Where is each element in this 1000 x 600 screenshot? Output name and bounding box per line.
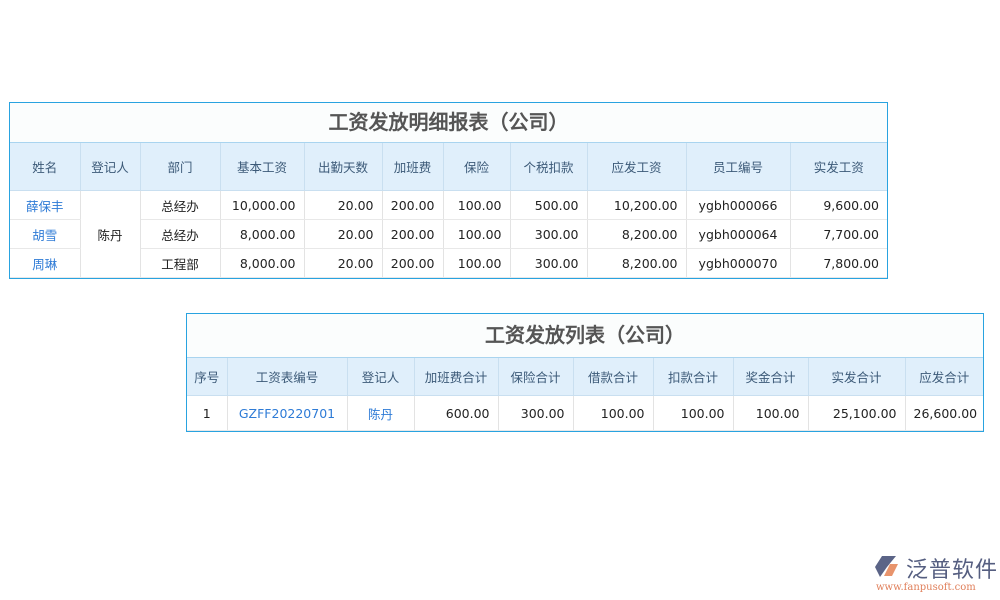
- column-header[interactable]: 个税扣款: [510, 143, 588, 191]
- column-header[interactable]: 登记人: [80, 143, 141, 191]
- cell: 200.00: [382, 190, 444, 220]
- cell: 100.00: [733, 395, 809, 431]
- salary-sheet-link[interactable]: GZFF20220701: [227, 395, 348, 431]
- salary-detail-table: 工资发放明细报表（公司） 姓名 登记人 部门 基本工资 出勤天数 加班费 保险 个税扣款 应发工…: [9, 102, 888, 279]
- cell: 8,000.00: [220, 248, 305, 278]
- cell: 总经办: [140, 190, 221, 220]
- cell: 500.00: [510, 190, 588, 220]
- cell: 10,000.00: [220, 190, 305, 220]
- cell: ygbh000070: [686, 248, 791, 278]
- cell: 7,800.00: [790, 248, 887, 278]
- cell: 200.00: [382, 219, 444, 249]
- cell: 工程部: [140, 248, 221, 278]
- column-header[interactable]: 序号: [187, 358, 228, 396]
- cell: ygbh000064: [686, 219, 791, 249]
- cell: 8,200.00: [587, 248, 687, 278]
- cell: 26,600.00: [905, 395, 983, 431]
- table-row: 周琳 工程部 8,000.00 20.00 200.00 100.00 300.00 8,20…: [10, 248, 887, 278]
- column-header[interactable]: 部门: [140, 143, 221, 191]
- cell: 300.00: [510, 248, 588, 278]
- column-header[interactable]: 员工编号: [686, 143, 791, 191]
- cell: 9,600.00: [790, 190, 887, 220]
- cell: 100.00: [443, 190, 511, 220]
- cell: 200.00: [382, 248, 444, 278]
- column-header[interactable]: 保险: [443, 143, 511, 191]
- cell: 10,200.00: [587, 190, 687, 220]
- column-header[interactable]: 姓名: [10, 143, 81, 191]
- cell: 100.00: [573, 395, 654, 431]
- cell: 100.00: [443, 219, 511, 249]
- employee-name-link[interactable]: 周琳: [10, 248, 81, 278]
- column-header[interactable]: 登记人: [347, 358, 415, 396]
- column-header[interactable]: 基本工资: [220, 143, 305, 191]
- cell: 20.00: [304, 219, 383, 249]
- cell: 7,700.00: [790, 219, 887, 249]
- column-header[interactable]: 扣款合计: [653, 358, 734, 396]
- table-row: 胡雪 总经办 8,000.00 20.00 200.00 100.00 300.00 8,20…: [10, 219, 887, 249]
- list-title: 工资发放列表（公司）: [187, 314, 983, 358]
- cell: 20.00: [304, 248, 383, 278]
- column-header[interactable]: 保险合计: [498, 358, 574, 396]
- cell: 600.00: [414, 395, 499, 431]
- detail-title: 工资发放明细报表（公司）: [10, 103, 887, 143]
- employee-name-link[interactable]: 薛保丰: [10, 190, 81, 220]
- cell: 25,100.00: [808, 395, 906, 431]
- cell: 300.00: [510, 219, 588, 249]
- registrar-link[interactable]: 陈丹: [347, 395, 415, 431]
- cell: 1: [187, 395, 228, 431]
- cell: 20.00: [304, 190, 383, 220]
- column-header[interactable]: 工资表编号: [227, 358, 348, 396]
- column-header[interactable]: 借款合计: [573, 358, 654, 396]
- column-header[interactable]: 加班费合计: [414, 358, 499, 396]
- cell: 8,200.00: [587, 219, 687, 249]
- column-header[interactable]: 出勤天数: [304, 143, 383, 191]
- cell: 300.00: [498, 395, 574, 431]
- employee-name-link[interactable]: 胡雪: [10, 219, 81, 249]
- cell: 100.00: [653, 395, 734, 431]
- table-row: 1 GZFF20220701 陈丹 600.00 300.00 100.00 100.00 1…: [187, 395, 983, 431]
- table-row: 薛保丰 陈丹 总经办 10,000.00 20.00 200.00 100.00 500.00…: [10, 190, 887, 278]
- column-header[interactable]: 奖金合计: [733, 358, 809, 396]
- cell: 8,000.00: [220, 219, 305, 249]
- column-header[interactable]: 应发工资: [587, 143, 687, 191]
- column-header[interactable]: 实发工资: [790, 143, 887, 191]
- logo-url: www.fanpusoft.com: [876, 582, 976, 593]
- column-header[interactable]: 实发合计: [808, 358, 906, 396]
- cell: 100.00: [443, 248, 511, 278]
- cell: 总经办: [140, 219, 221, 249]
- column-header[interactable]: 加班费: [382, 143, 444, 191]
- cell: ygbh000066: [686, 190, 791, 220]
- logo-icon: [875, 556, 898, 577]
- salary-list-table: 工资发放列表（公司） 序号 工资表编号 登记人 加班费合计 保险合计 借款合计 扣款合计 奖金…: [186, 313, 984, 432]
- registrar-cell: 陈丹: [80, 190, 141, 278]
- logo-brand: 泛普软件: [906, 558, 999, 583]
- column-header[interactable]: 应发合计: [905, 358, 983, 396]
